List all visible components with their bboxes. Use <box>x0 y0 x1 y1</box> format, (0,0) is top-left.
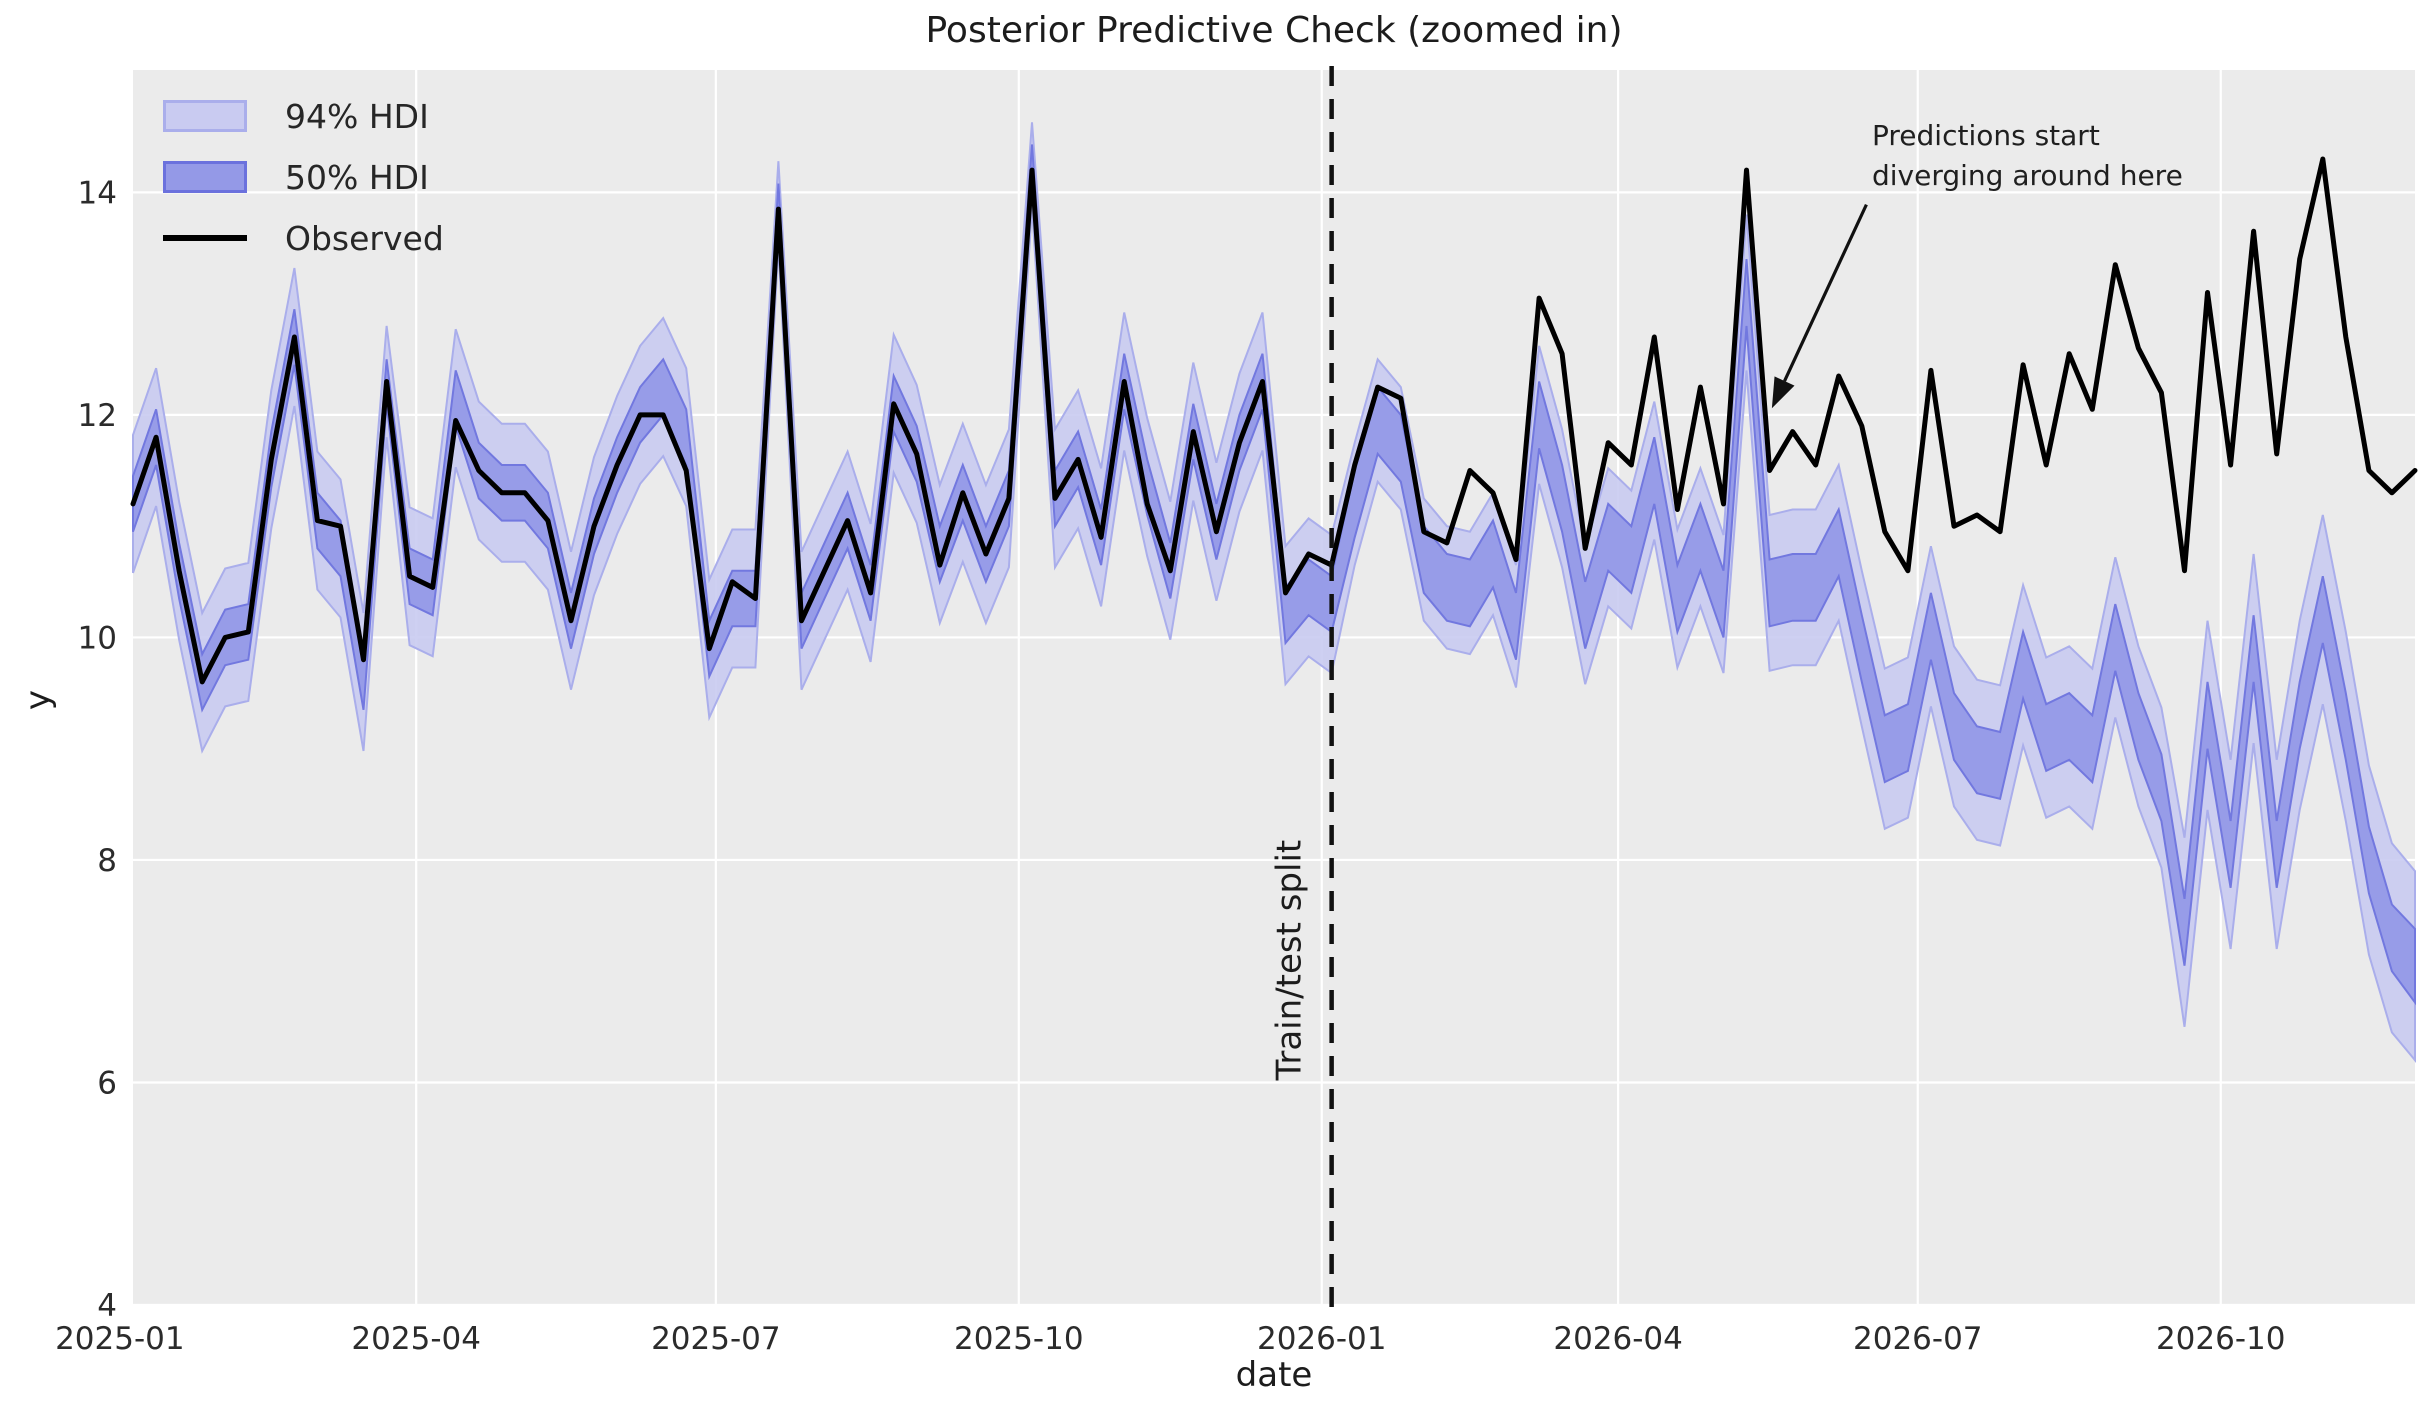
y-tick-label: 4 <box>97 1288 117 1324</box>
x-tick-label: 2025-07 <box>651 1321 781 1357</box>
observed-line-swatch-icon <box>163 235 247 241</box>
split-label: Train/test split <box>1270 840 1310 1082</box>
hdi94-swatch-icon <box>163 100 247 132</box>
y-tick-label: 14 <box>78 175 117 211</box>
x-tick-label: 2025-04 <box>351 1321 481 1357</box>
y-tick-label: 6 <box>97 1065 117 1101</box>
legend-item-hdi50: 50% HDI <box>163 153 444 201</box>
legend-item-observed: Observed <box>163 214 444 262</box>
y-tick-label: 8 <box>97 843 117 879</box>
hdi94-band <box>132 122 2416 1063</box>
annotation-arrowhead-icon <box>1771 376 1795 409</box>
chart-legend: 94% HDI 50% HDI Observed <box>163 92 444 262</box>
y-tick-label: 12 <box>78 398 117 434</box>
diverge-annotation: Predictions start diverging around here <box>1872 116 2183 196</box>
legend-label-hdi50: 50% HDI <box>285 157 429 197</box>
diverge-annotation-line1: Predictions start <box>1872 119 2100 152</box>
x-tick-label: 2025-10 <box>954 1321 1084 1357</box>
diverge-annotation-line2: diverging around here <box>1872 158 2183 192</box>
hdi50-band <box>132 144 2416 1006</box>
hdi50-swatch-icon <box>163 161 247 193</box>
legend-label-observed: Observed <box>285 218 444 258</box>
annotation-arrow <box>1783 203 1868 382</box>
y-axis-label: y <box>18 689 58 711</box>
y-tick-label: 10 <box>78 620 117 656</box>
observed-line <box>130 156 2418 685</box>
x-tick-label: 2026-01 <box>1257 1321 1387 1357</box>
x-tick-label: 2026-04 <box>1553 1321 1683 1357</box>
legend-label-hdi94: 94% HDI <box>285 96 429 136</box>
x-tick-label: 2026-07 <box>1853 1321 1983 1357</box>
legend-item-hdi94: 94% HDI <box>163 92 444 140</box>
x-tick-label: 2026-10 <box>2156 1321 2286 1357</box>
chart-title: Posterior Predictive Check (zoomed in) <box>925 10 1623 51</box>
x-axis-label: date <box>1235 1355 1313 1395</box>
x-tick-label: 2025-01 <box>55 1321 185 1357</box>
